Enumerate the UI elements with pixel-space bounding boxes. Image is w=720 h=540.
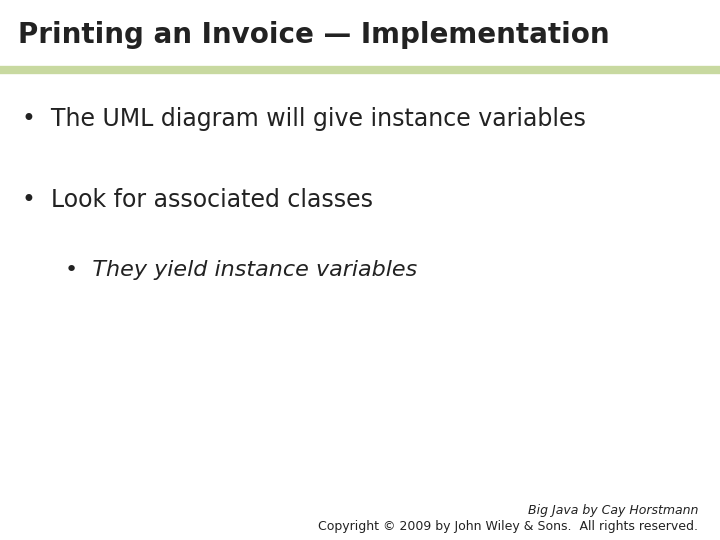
FancyBboxPatch shape [0,0,720,70]
Text: •  They yield instance variables: • They yield instance variables [65,260,417,280]
Text: Printing an Invoice — Implementation: Printing an Invoice — Implementation [18,21,610,49]
Text: •  The UML diagram will give instance variables: • The UML diagram will give instance var… [22,107,585,131]
Text: •  Look for associated classes: • Look for associated classes [22,188,373,212]
Text: Copyright © 2009 by John Wiley & Sons.  All rights reserved.: Copyright © 2009 by John Wiley & Sons. A… [318,520,698,533]
Text: Big Java by Cay Horstmann: Big Java by Cay Horstmann [528,504,698,517]
